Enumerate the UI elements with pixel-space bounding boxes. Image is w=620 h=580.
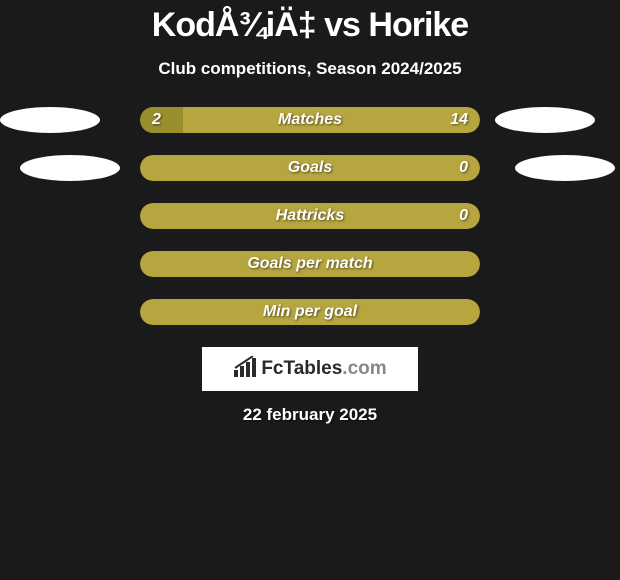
- stat-bar: Goals per match: [140, 251, 480, 277]
- subtitle: Club competitions, Season 2024/2025: [0, 59, 620, 79]
- stat-label: Goals per match: [140, 251, 480, 277]
- stat-bar: Min per goal: [140, 299, 480, 325]
- page-title: KodÅ¾iÄ‡ vs Horike: [0, 6, 620, 45]
- stat-value-right: 14: [450, 107, 468, 133]
- stat-row: Goals0: [0, 155, 620, 181]
- stat-label: Hattricks: [140, 203, 480, 229]
- stat-value-right: 0: [459, 203, 468, 229]
- stat-bar: Goals0: [140, 155, 480, 181]
- date-label: 22 february 2025: [0, 405, 620, 425]
- stat-value-left: 2: [152, 107, 161, 133]
- logo-text: FcTables.com: [261, 358, 386, 380]
- stat-label: Min per goal: [140, 299, 480, 325]
- avatar: [20, 155, 120, 181]
- chart-icon: [233, 356, 259, 383]
- avatar: [0, 107, 100, 133]
- logo-text-secondary: .com: [342, 358, 386, 379]
- logo-text-primary: FcTables: [261, 358, 342, 379]
- stat-label: Goals: [140, 155, 480, 181]
- avatar: [515, 155, 615, 181]
- stat-row: Matches2 14: [0, 107, 620, 133]
- stat-value-right: 0: [459, 155, 468, 181]
- stat-row: Min per goal: [0, 299, 620, 325]
- stat-row: Goals per match: [0, 251, 620, 277]
- stat-label: Matches: [140, 107, 480, 133]
- stat-bar: Matches2 14: [140, 107, 480, 133]
- stat-row: Hattricks0: [0, 203, 620, 229]
- avatar: [495, 107, 595, 133]
- stat-bar: Hattricks0: [140, 203, 480, 229]
- logo-box[interactable]: FcTables.com: [202, 347, 418, 391]
